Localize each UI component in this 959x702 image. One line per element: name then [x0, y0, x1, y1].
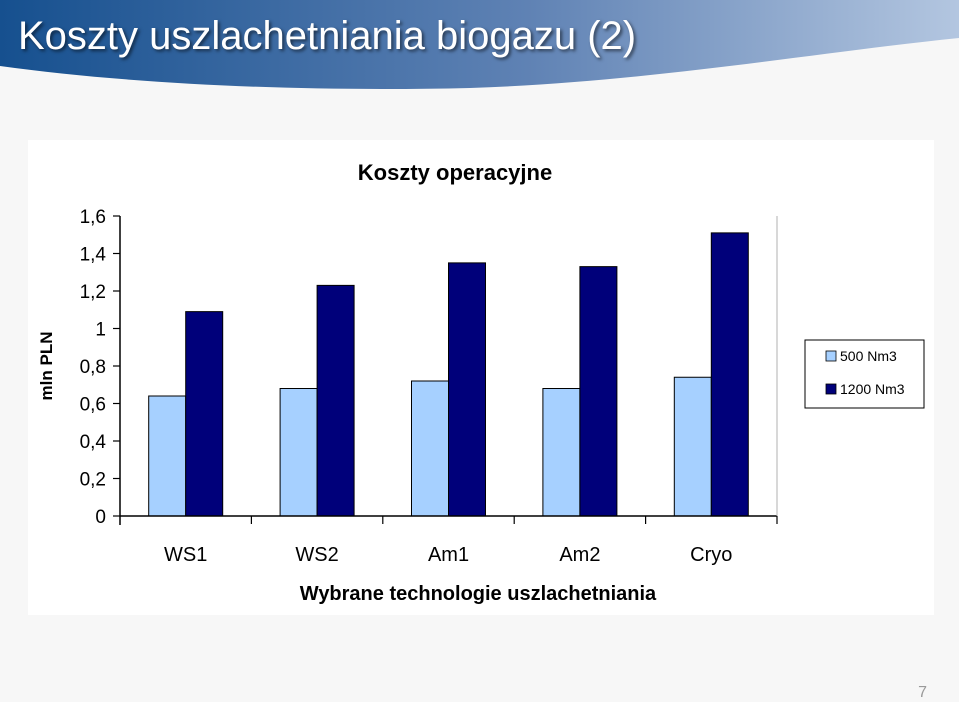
chart-title: Koszty operacyjne [358, 160, 552, 185]
y-tick-label: 1,2 [80, 282, 106, 303]
bars [148, 232, 749, 517]
x-axis-label: Wybrane technologie uszlachetniania [300, 583, 657, 605]
bar-1200-ws2 [316, 284, 355, 517]
x-tick-label: WS2 [295, 544, 338, 566]
y-axis-ticks: 0 0,2 0,4 0,6 0,8 1 1,2 1,4 1,6 [80, 207, 120, 528]
x-tick-label: Cryo [690, 544, 732, 566]
x-tick-label: Am1 [428, 544, 469, 566]
slide-number: 7 [918, 684, 927, 701]
bar-500-cryo [673, 376, 712, 517]
legend-box [804, 339, 925, 409]
legend-label-1200: 1200 Nm3 [840, 381, 905, 397]
bar-500-am1 [411, 380, 449, 517]
bar-1200-am1 [448, 262, 486, 517]
x-axis-ticks: WS1 WS2 Am1 Am2 Cryo [164, 516, 778, 566]
x-tick-label: WS1 [164, 544, 207, 566]
bar-chart: Koszty operacyjne 0 0,2 0,4 0,6 0,8 1 1,2 1,4 1,… [37, 160, 925, 605]
y-axis-label: mln PLN [37, 332, 56, 401]
y-tick-label: 1 [95, 320, 106, 341]
bar-500-ws1 [148, 395, 187, 517]
y-tick-label: 0,4 [80, 432, 107, 453]
y-tick-label: 0,6 [80, 395, 106, 416]
y-tick-label: 0,2 [80, 470, 106, 491]
chart-panel: Koszty operacyjne 0 0,2 0,4 0,6 0,8 1 1,2 1,4 1,… [28, 140, 934, 615]
bar-500-ws2 [279, 388, 318, 517]
title-banner [0, 0, 959, 90]
y-tick-label: 0 [95, 507, 106, 528]
legend: 500 Nm3 1200 Nm3 [804, 339, 925, 409]
y-tick-label: 1,4 [80, 245, 107, 266]
legend-label-500: 500 Nm3 [840, 348, 897, 364]
slide-title: Koszty uszlachetniania biogazu (2) [18, 14, 637, 58]
bar-500-am2 [542, 388, 581, 517]
legend-swatch-1200 [825, 383, 837, 395]
x-tick-label: Am2 [559, 544, 600, 566]
bar-1200-cryo [710, 232, 749, 517]
y-tick-label: 0,8 [80, 357, 106, 378]
legend-swatch-500 [825, 350, 837, 362]
bar-1200-am2 [579, 266, 618, 517]
y-tick-label: 1,6 [80, 207, 106, 228]
bar-1200-ws1 [185, 311, 224, 517]
